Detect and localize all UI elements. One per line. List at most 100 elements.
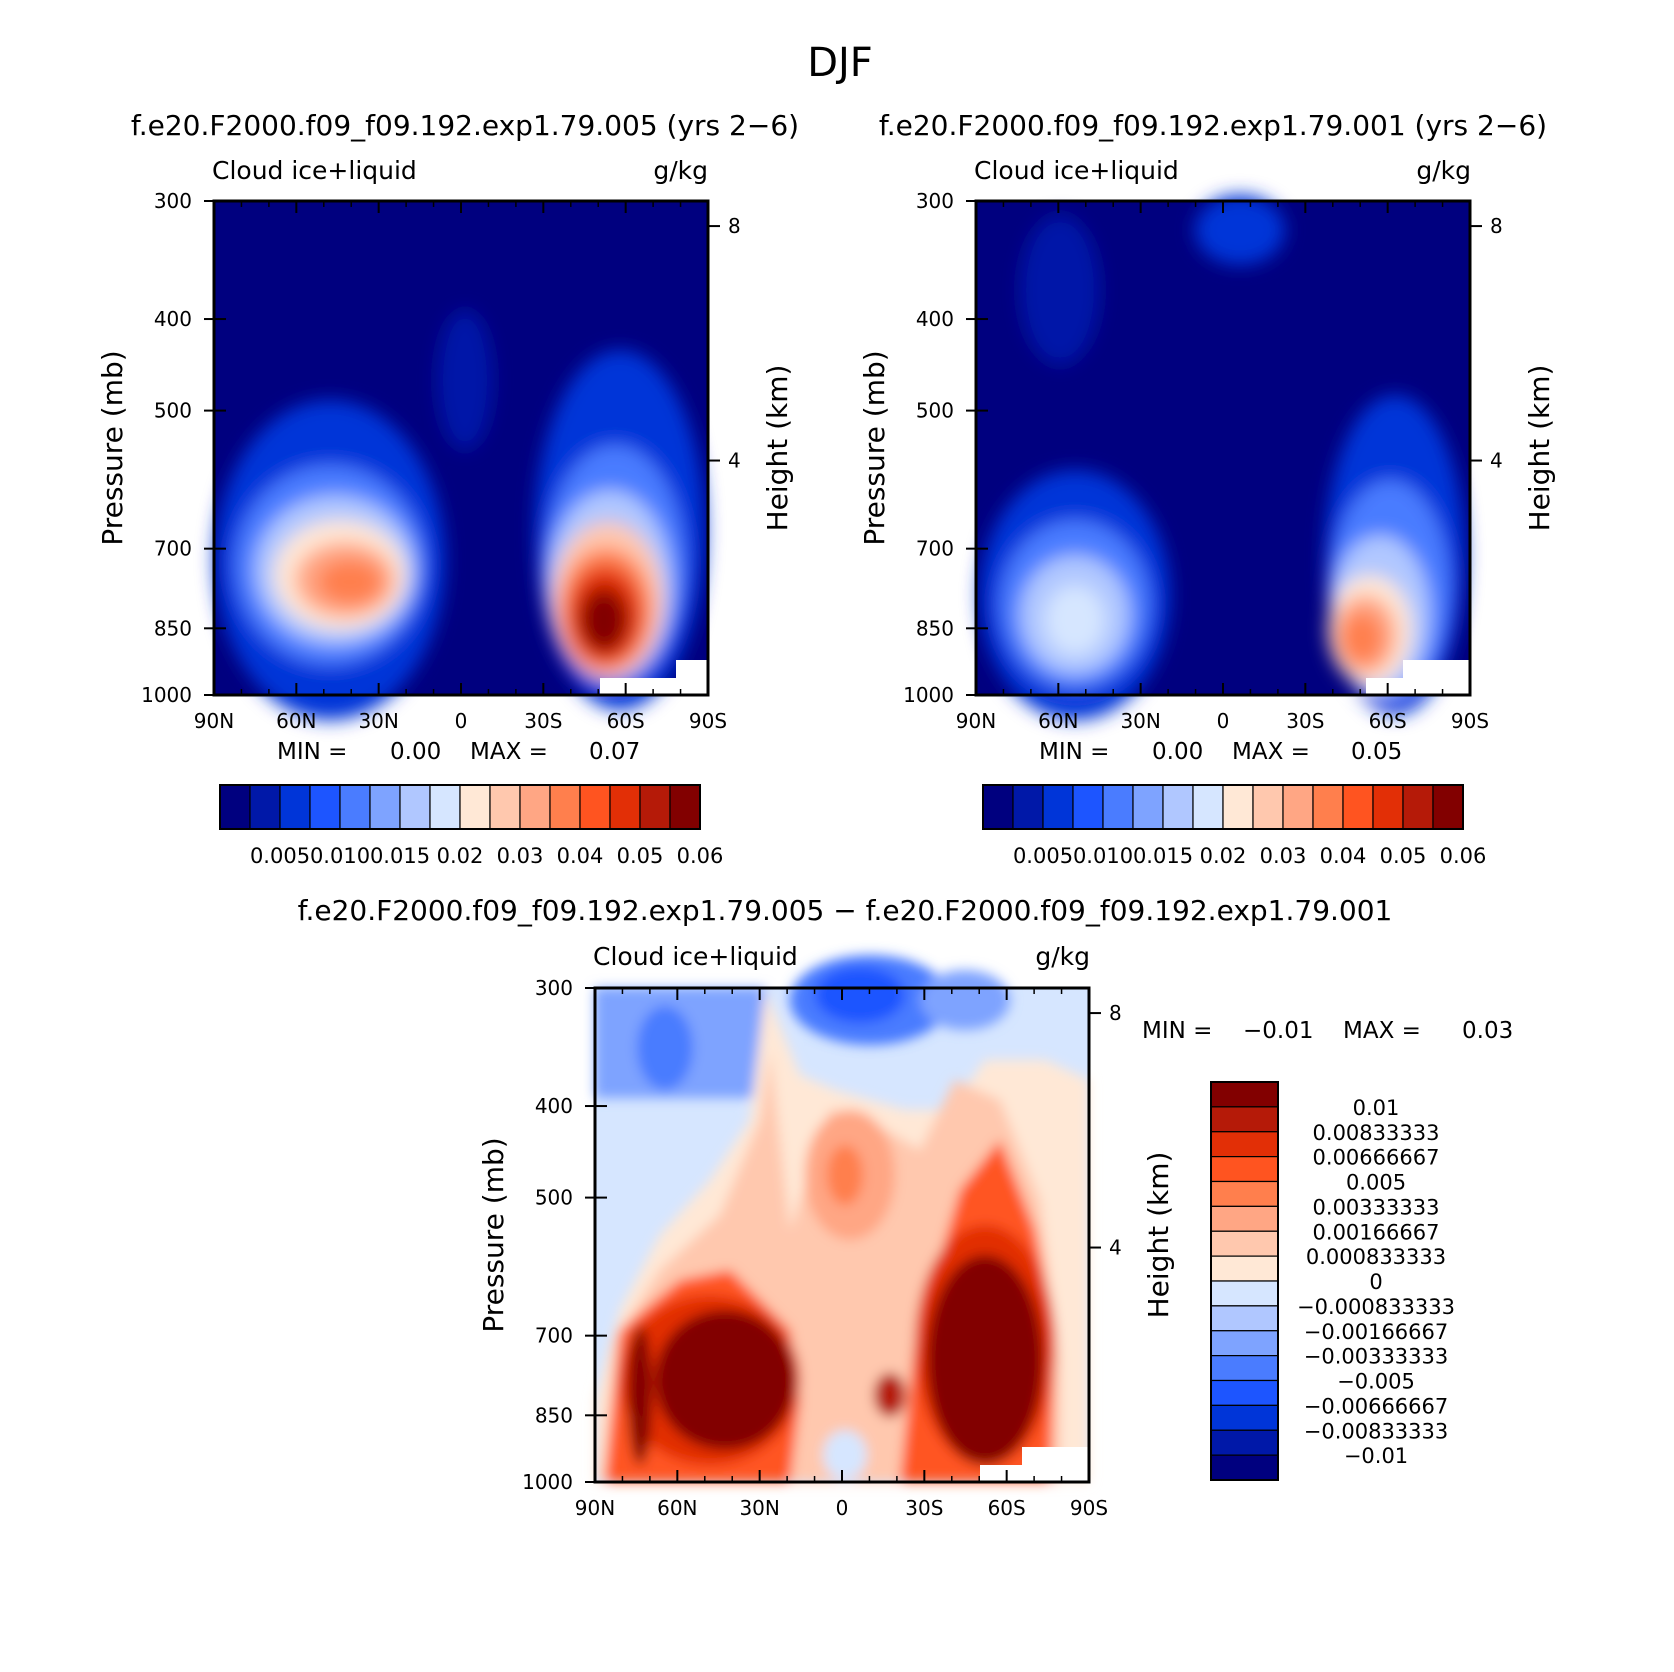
panel-c-y2label: Height (km) <box>1142 1152 1175 1319</box>
panel-b: f.e20.F2000.f09_f09.192.exp1.79.001 (yrs… <box>858 109 1556 868</box>
colorbar-label: −0.005 <box>1337 1370 1415 1394</box>
contour <box>655 1310 795 1450</box>
contour <box>1342 613 1382 663</box>
panel-b-colorbar: 0.005 0.010 0.015 0.02 0.03 0.04 0.05 0.06 <box>982 784 1487 868</box>
colorbar-box <box>1402 784 1434 830</box>
panel-b-case-title: f.e20.F2000.f09_f09.192.exp1.79.001 (yrs… <box>879 109 1547 142</box>
panel-a-case-title: f.e20.F2000.f09_f09.192.exp1.79.005 (yrs… <box>131 109 799 142</box>
colorbar-box <box>1192 784 1224 830</box>
x-tick-label: 0 <box>1217 709 1230 733</box>
panel-b-max-value: 0.05 <box>1351 739 1402 765</box>
y-tick-label: 400 <box>535 1094 573 1118</box>
colorbar-label: 0.00833333 <box>1313 1121 1440 1145</box>
contour <box>628 1325 652 1465</box>
y2-tick-label: 4 <box>1109 1236 1122 1260</box>
colorbar-box <box>1210 1355 1279 1382</box>
panel-c-ylabel: Pressure (mb) <box>477 1137 510 1332</box>
contour <box>815 967 905 1023</box>
panel-c-min-label: MIN = <box>1142 1018 1212 1044</box>
contour <box>637 1006 693 1090</box>
colorbar-label: 0.04 <box>1320 844 1367 868</box>
colorbar-box <box>1210 1429 1279 1456</box>
colorbar-label: 0.02 <box>437 844 484 868</box>
contour <box>318 560 382 604</box>
x-tick-label: 60N <box>276 709 316 733</box>
y2-tick-label: 8 <box>1490 214 1503 238</box>
panel-a-max-value: 0.07 <box>589 739 640 765</box>
panel-b-min-label: MIN = <box>1039 739 1109 765</box>
panel-b-plot-area <box>974 195 1472 720</box>
x-tick-label: 90S <box>689 709 727 733</box>
x-tick-label: 90S <box>1451 709 1489 733</box>
panel-c-max-value: 0.03 <box>1462 1018 1513 1044</box>
x-tick-label: 90N <box>194 709 234 733</box>
contour <box>927 1255 1043 1465</box>
colorbar-box <box>429 784 461 830</box>
colorbar-box <box>1342 784 1374 830</box>
colorbar-box <box>1372 784 1404 830</box>
y-tick-label: 500 <box>154 399 192 423</box>
colorbar-label: 0.00333333 <box>1313 1195 1440 1219</box>
colorbar-label: −0.00166667 <box>1304 1320 1449 1344</box>
panel-b-y2label: Height (km) <box>1523 365 1556 532</box>
colorbar-box <box>1282 784 1314 830</box>
panel-a-contours <box>215 310 705 720</box>
panel-b-max-label: MAX = <box>1232 739 1310 765</box>
contour <box>437 310 493 450</box>
x-tick-label: 60S <box>1369 709 1407 733</box>
colorbar-box <box>1132 784 1164 830</box>
colorbar-label: 0.005 <box>1346 1171 1406 1195</box>
panel-c-missing <box>1022 1447 1089 1482</box>
panel-b-missing <box>1403 660 1470 695</box>
colorbar-box <box>1162 784 1194 830</box>
colorbar-box <box>1222 784 1254 830</box>
y-tick-label: 300 <box>535 976 573 1000</box>
x-tick-label: 0 <box>455 709 468 733</box>
y-tick-label: 700 <box>535 1324 573 1348</box>
colorbar-box <box>1102 784 1134 830</box>
panel-b-ylabel: Pressure (mb) <box>858 350 891 545</box>
colorbar-label: −0.00833333 <box>1304 1419 1449 1443</box>
contour <box>920 970 1010 1030</box>
x-tick-label: 30S <box>905 1496 943 1520</box>
panel-c-case-title: f.e20.F2000.f09_f09.192.exp1.79.005 − f.… <box>298 894 1393 927</box>
panel-b-units: g/kg <box>1416 156 1471 185</box>
y-tick-label: 400 <box>916 307 954 331</box>
colorbar-label: 0.000833333 <box>1306 1245 1446 1269</box>
colorbar-box <box>399 784 431 830</box>
panel-a-axes: 90N 60N 30N 0 30S 60S 90S 300 400 500 700 850 1000 8 4 <box>141 189 741 733</box>
x-tick-label: 60S <box>988 1496 1026 1520</box>
y-tick-label: 700 <box>916 537 954 561</box>
panel-b-variable: Cloud ice+liquid <box>974 156 1179 185</box>
panel-a-colorbar: 0.005 0.010 0.015 0.02 0.03 0.04 0.05 0.06 <box>219 784 723 868</box>
x-tick-label: 30N <box>358 709 398 733</box>
colorbar-label: −0.00666667 <box>1304 1394 1449 1418</box>
colorbar-box <box>639 784 671 830</box>
colorbar-box <box>1210 1106 1279 1133</box>
x-tick-label: 90N <box>956 709 996 733</box>
panel-c-axes: 90N 60N 30N 0 30S 60S 90S 300 400 500 700 850 1000 8 4 <box>522 976 1122 1520</box>
x-tick-label: 90S <box>1070 1496 1108 1520</box>
colorbar-box <box>249 784 281 830</box>
y-tick-label: 700 <box>154 537 192 561</box>
y-tick-label: 1000 <box>522 1470 573 1494</box>
panel-a-missing <box>676 660 708 695</box>
colorbar-box <box>1210 1330 1279 1357</box>
y-tick-label: 300 <box>916 189 954 213</box>
colorbar-label: −0.00333333 <box>1304 1345 1449 1369</box>
colorbar-box <box>1210 1454 1279 1481</box>
colorbar-box <box>579 784 611 830</box>
colorbar-box <box>219 784 251 830</box>
y-tick-label: 1000 <box>141 683 192 707</box>
colorbar-box <box>1042 784 1074 830</box>
x-tick-label: 60N <box>657 1496 697 1520</box>
panel-a-units: g/kg <box>653 156 708 185</box>
colorbar-label: 0.00666667 <box>1313 1146 1440 1170</box>
y-tick-label: 300 <box>154 189 192 213</box>
colorbar-label: 0.06 <box>1440 844 1487 868</box>
colorbar-box <box>1210 1280 1279 1307</box>
panel-a-plot-area <box>212 199 710 720</box>
contour <box>827 1145 863 1205</box>
colorbar-label: 0.005 <box>250 844 310 868</box>
colorbar-box <box>1210 1404 1279 1431</box>
